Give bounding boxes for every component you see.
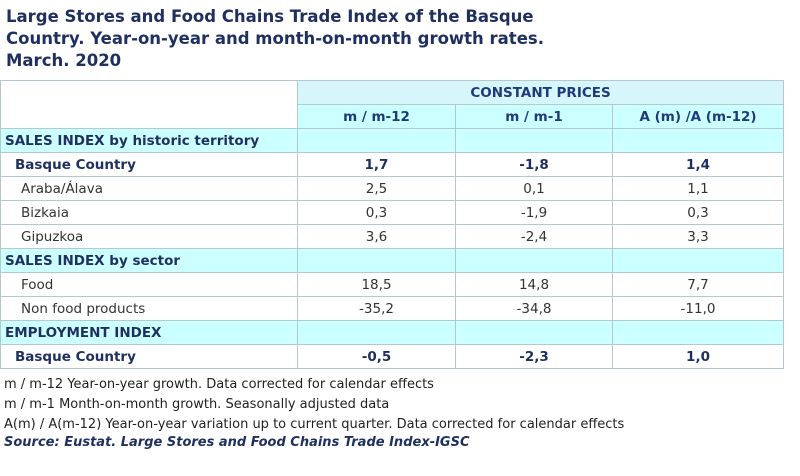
column-header: m / m-12 [297,104,456,129]
section-cell [455,128,613,153]
value-cell: 1,4 [611,152,785,177]
title: Large Stores and Food Chains Trade Index… [6,7,544,70]
section-row: SALES INDEX by historic territory [0,128,785,153]
data-row: Araba/Álava 2,5 0,1 1,1 [0,176,785,201]
row-label: Non food products [0,296,298,321]
section-cell [455,320,613,345]
section-cell [611,128,785,153]
value-cell: -1,8 [455,152,613,177]
notes: m / m-12 Year-on-year growth. Data corre… [4,375,800,435]
data-row: Basque Country 1,7 -1,8 1,4 [0,152,785,177]
note: m / m-1 Month-on-month growth. Seasonall… [4,397,390,412]
value-cell: 3,6 [297,224,456,249]
value-cell: 1,0 [611,344,785,369]
section-row: SALES INDEX by sector [0,248,785,273]
value-cell: -2,4 [455,224,613,249]
value-cell: 0,3 [611,200,785,225]
value-cell: -2,3 [455,344,613,369]
group-header: CONSTANT PRICES [296,80,785,105]
value-cell: 18,5 [297,272,456,297]
section-title: SALES INDEX by sector [0,248,298,273]
value-cell: 1,1 [611,176,785,201]
page: Large Stores and Food Chains Trade Index… [0,6,800,476]
value-cell: 2,5 [297,176,456,201]
value-cell: -35,2 [297,296,456,321]
section-cell [297,248,456,273]
note: m / m-12 Year-on-year growth. Data corre… [4,377,434,392]
section-row: EMPLOYMENT INDEX [0,320,785,345]
header-row: m / m-12 m / m-1 A (m) /A (m-12) [1,104,785,129]
data-row: Basque Country -0,5 -2,3 1,0 [0,344,785,369]
section-cell [611,320,785,345]
section-title: SALES INDEX by historic territory [0,128,298,153]
row-label: Food [0,272,298,297]
data-row: Bizkaia 0,3 -1,9 0,3 [0,200,785,225]
value-cell: -11,0 [611,296,785,321]
data-row: Non food products -35,2 -34,8 -11,0 [0,296,785,321]
row-label: Basque Country [0,344,298,369]
value-cell: 1,7 [297,152,456,177]
value-cell: -1,9 [455,200,613,225]
value-cell: 7,7 [611,272,785,297]
value-cell: -34,8 [455,296,613,321]
header-row: CONSTANT PRICES [0,80,785,129]
value-cell: 0,1 [455,176,613,201]
row-label: Gipuzkoa [0,224,298,249]
section-cell [455,248,613,273]
data-row: Gipuzkoa 3,6 -2,4 3,3 [0,224,785,249]
value-cell: 3,3 [611,224,785,249]
data-table: CONSTANT PRICES m / m-12 m / m-1 A (m) /A (… [0,80,785,369]
row-label: Basque Country [0,152,298,177]
column-header: A (m) /A (m-12) [611,104,785,129]
column-header: m / m-1 [455,104,613,129]
note: A(m) / A(m-12) Year-on-year variation up… [4,417,625,432]
value-cell: 0,3 [297,200,456,225]
section-cell [297,320,456,345]
value-cell: -0,5 [297,344,456,369]
section-cell [611,248,785,273]
section-cell [297,128,456,153]
row-label: Araba/Álava [0,176,298,201]
source: Source: Eustat. Large Stores and Food Ch… [4,435,470,450]
value-cell: 14,8 [455,272,613,297]
blank-cell [0,80,298,129]
row-label: Bizkaia [0,200,298,225]
section-title: EMPLOYMENT INDEX [0,320,298,345]
data-row: Food 18,5 14,8 7,7 [0,272,785,297]
